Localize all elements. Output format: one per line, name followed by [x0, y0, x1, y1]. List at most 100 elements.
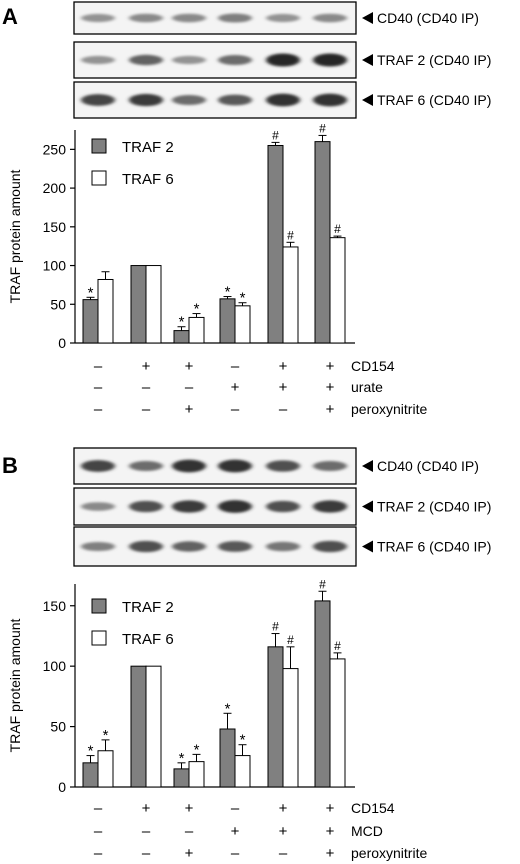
y-tick-label: 50: [50, 296, 66, 312]
blot-row-1: CD40 (CD40 IP): [73, 447, 479, 485]
panel-b: B CD40 (CD40 IP) TRAF 2 (CD40 IP) TRAF 6 (…: [2, 447, 491, 862]
panel-a-blots: CD40 (CD40 IP) TRAF 2 (CD40 IP) TRAF 6 (CD…: [73, 1, 491, 119]
blot-band: [313, 461, 347, 471]
bar: [97, 750, 114, 788]
significance-mark: #: [287, 633, 294, 647]
condition-row-3: – – + – – + peroxynitrite: [94, 401, 428, 418]
blot-band: [218, 459, 252, 473]
blot-band: [172, 55, 206, 65]
y-axis-label: TRAF protein amount: [7, 169, 23, 303]
bar: [130, 665, 147, 788]
condition-symbol: –: [142, 379, 151, 396]
legend-swatch: [91, 170, 107, 186]
panel-b-chart: 0 50 100 150 TRAF protein amount * * * * * * # # # # TR…: [7, 577, 355, 795]
condition-symbol: +: [185, 845, 194, 862]
blot-band: [172, 459, 206, 473]
blot-label: TRAF 6 (CD40 IP): [377, 92, 491, 108]
blot-band: [129, 461, 163, 471]
blot-band: [218, 13, 252, 23]
condition-symbol: +: [279, 823, 288, 840]
blot-band: [81, 94, 115, 106]
condition-symbol: –: [94, 358, 103, 375]
panel-b-letter: B: [2, 453, 18, 478]
blot-band: [172, 541, 206, 552]
panel-a-conditions: – + + – + + CD154 – – – + + + urate – – + – – + peroxynitrit…: [94, 358, 428, 418]
blot-row-3: TRAF 6 (CD40 IP): [73, 81, 491, 119]
condition-row-1: – + + – + + CD154: [94, 358, 395, 375]
arrow-icon: [362, 94, 373, 106]
significance-mark: *: [179, 750, 185, 767]
condition-row-2: – – – + + + MCD: [94, 823, 383, 840]
significance-mark: #: [319, 577, 326, 591]
blot-frame: [73, 81, 357, 119]
condition-label: urate: [351, 379, 383, 395]
condition-symbol: –: [142, 845, 151, 862]
condition-label: peroxynitrite: [351, 401, 427, 417]
y-tick-label: 150: [43, 598, 67, 614]
panel-a: A CD40 (CD40 IP) TRAF 2 (CD40 IP) TRAF 6 (…: [2, 1, 491, 418]
y-tick-label: 200: [43, 180, 67, 196]
significance-mark: *: [179, 314, 185, 331]
y-tick-label: 100: [43, 258, 67, 274]
condition-symbol: –: [185, 823, 194, 840]
significance-mark: *: [103, 727, 109, 744]
arrow-icon: [362, 500, 373, 513]
blot-band: [81, 541, 115, 552]
arrow-icon: [362, 12, 373, 24]
condition-label: CD154: [351, 800, 395, 816]
blot-band: [266, 541, 300, 552]
y-tick-label: 100: [43, 658, 67, 674]
y-tick-label: 150: [43, 219, 67, 235]
bar: [188, 316, 205, 344]
blot-row-2: TRAF 2 (CD40 IP): [73, 41, 491, 79]
bar: [219, 298, 236, 344]
legend-label: TRAF 2: [122, 139, 174, 156]
blot-row-1: CD40 (CD40 IP): [73, 1, 479, 35]
blot-band: [313, 53, 347, 67]
blot-band: [266, 13, 300, 23]
condition-symbol: +: [326, 358, 335, 375]
blot-row-2: TRAF 2 (CD40 IP): [73, 487, 491, 526]
blot-band: [313, 500, 347, 513]
condition-symbol: +: [326, 845, 335, 862]
blot-row-3: TRAF 6 (CD40 IP): [73, 526, 491, 567]
blot-band: [129, 54, 163, 66]
condition-row-2: – – – + + + urate: [94, 379, 383, 396]
condition-symbol: +: [142, 358, 151, 375]
blot-label: TRAF 2 (CD40 IP): [377, 499, 491, 515]
y-tick-label: 0: [58, 335, 66, 351]
blot-label: CD40 (CD40 IP): [377, 10, 479, 26]
panel-b-blots: CD40 (CD40 IP) TRAF 2 (CD40 IP) TRAF 6 (CD…: [73, 447, 491, 567]
condition-symbol: –: [94, 800, 103, 817]
condition-symbol: –: [231, 401, 240, 418]
significance-mark: *: [194, 301, 200, 318]
blot-band: [266, 53, 300, 67]
significance-mark: *: [225, 700, 231, 717]
blot-band: [129, 93, 163, 107]
blot-frame: [73, 1, 357, 35]
blot-band: [129, 540, 163, 553]
blot-frame: [73, 487, 357, 526]
blot-band: [172, 13, 206, 23]
condition-symbol: +: [279, 358, 288, 375]
condition-symbol: +: [185, 401, 194, 418]
bar: [188, 761, 205, 788]
blot-frame: [73, 447, 357, 485]
condition-symbol: +: [185, 800, 194, 817]
blot-label: CD40 (CD40 IP): [377, 458, 479, 474]
blot-band: [172, 95, 206, 105]
bar: [314, 600, 331, 788]
blot-band: [218, 541, 252, 552]
condition-symbol: +: [326, 823, 335, 840]
blot-band: [129, 13, 163, 23]
condition-row-1: – + + – + + CD154: [94, 800, 395, 817]
arrow-icon: [362, 54, 373, 66]
condition-row-3: – – + – – + peroxynitrite: [94, 845, 428, 862]
bar: [130, 265, 147, 344]
bar: [219, 728, 236, 788]
significance-mark: *: [240, 732, 246, 749]
blot-band: [313, 540, 347, 553]
condition-symbol: –: [231, 845, 240, 862]
legend-swatch: [91, 598, 107, 614]
